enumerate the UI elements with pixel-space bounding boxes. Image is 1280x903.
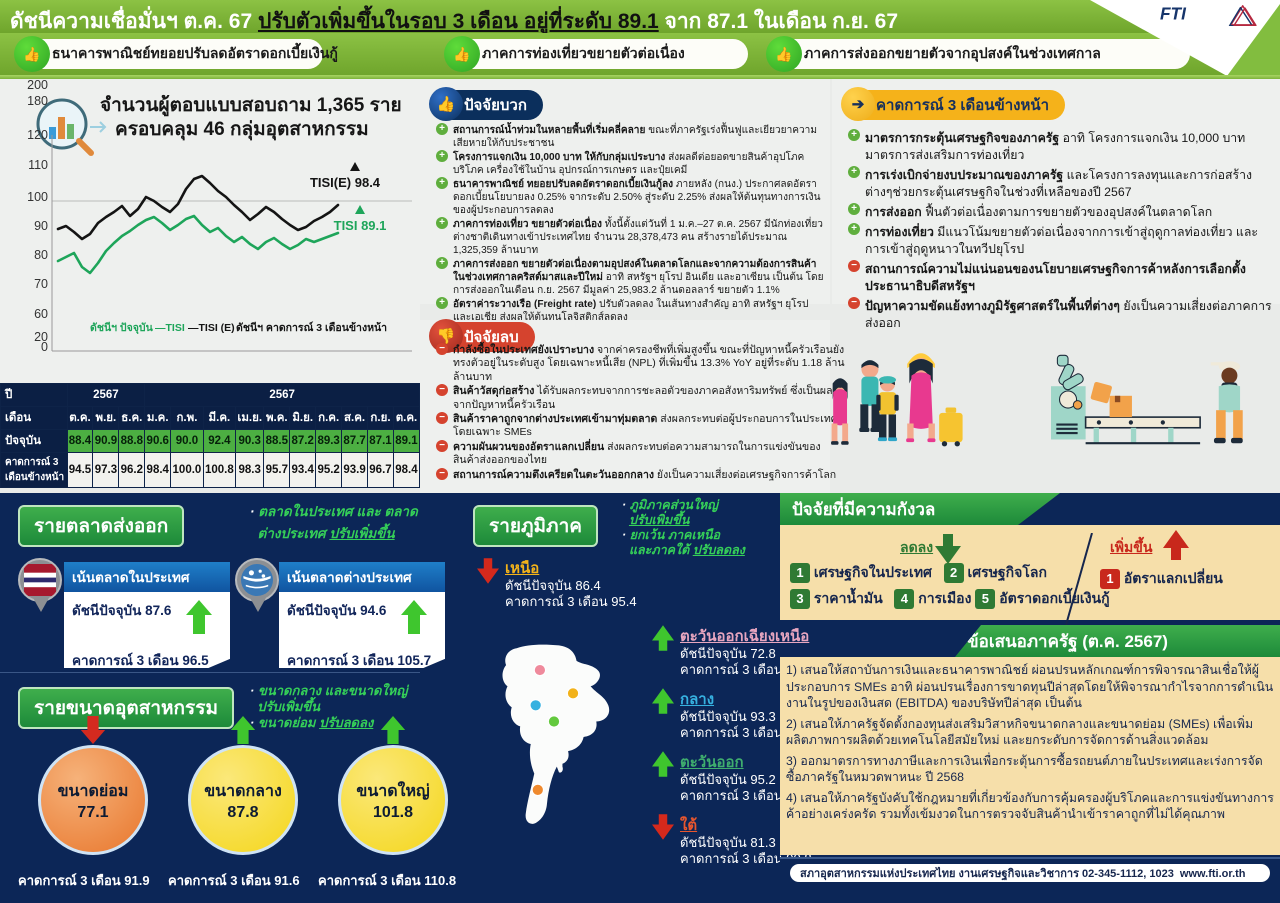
svg-text:110: 110 xyxy=(28,158,48,172)
svg-text:ครอบคลุม 46 กลุ่มอุตสาหกรรม: ครอบคลุม 46 กลุ่มอุตสาหกรรม xyxy=(115,119,369,141)
svg-text:จำนวนผู้ตอบแบบสอบถาม 1,365 ราย: จำนวนผู้ตอบแบบสอบถาม 1,365 ราย xyxy=(100,94,402,117)
svg-text:100: 100 xyxy=(27,190,48,204)
svg-text:—TISI: —TISI xyxy=(155,322,185,334)
svg-text:60: 60 xyxy=(34,307,48,321)
svg-text:FTI: FTI xyxy=(1160,3,1187,23)
svg-text:180: 180 xyxy=(27,94,48,108)
svg-text:0: 0 xyxy=(41,340,48,354)
svg-text:ดัชนีฯ ปัจจุบัน: ดัชนีฯ ปัจจุบัน xyxy=(90,321,154,335)
svg-text:70: 70 xyxy=(34,277,48,291)
svg-text:ดัชนีฯ คาดการณ์ 3 เดือนข้างหน้: ดัชนีฯ คาดการณ์ 3 เดือนข้างหน้า xyxy=(236,321,387,334)
svg-text:80: 80 xyxy=(34,248,48,262)
svg-text:120: 120 xyxy=(27,128,48,142)
svg-text:—TISI (E): —TISI (E) xyxy=(188,322,235,334)
svg-text:TISI 89.1: TISI 89.1 xyxy=(334,218,387,233)
svg-text:90: 90 xyxy=(34,219,48,233)
svg-text:200: 200 xyxy=(27,79,48,92)
svg-text:TISI(E) 98.4: TISI(E) 98.4 xyxy=(310,175,381,190)
